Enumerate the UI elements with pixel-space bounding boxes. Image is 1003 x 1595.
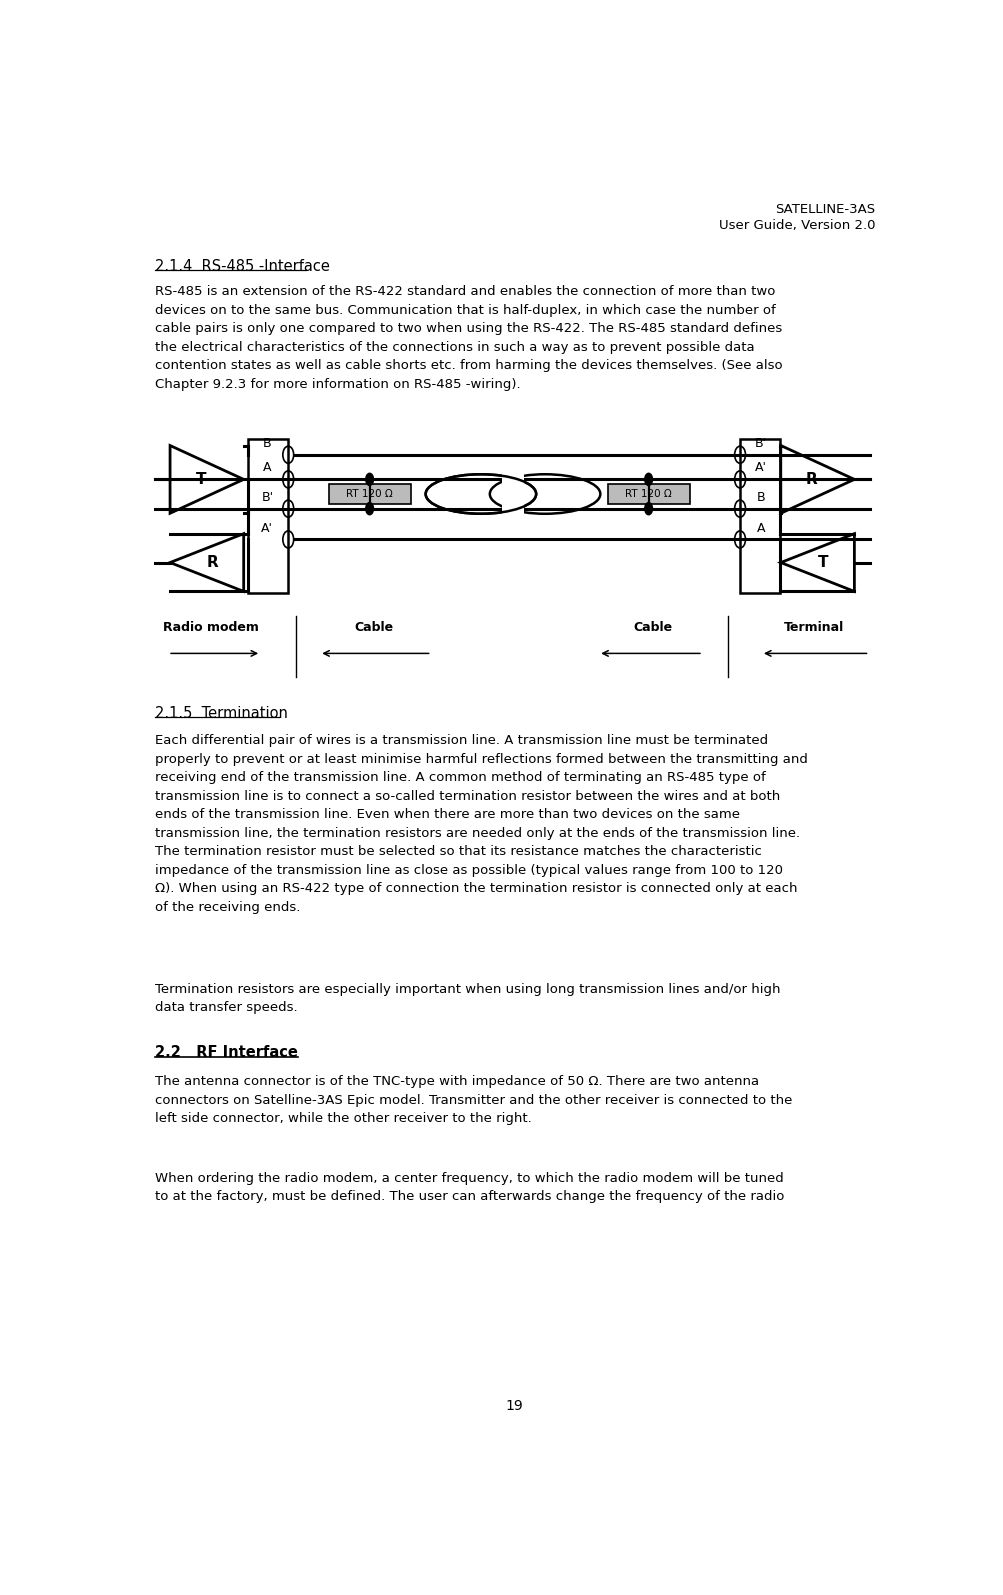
Text: B': B' (754, 437, 766, 450)
Circle shape (365, 502, 373, 515)
Text: Each differential pair of wires is a transmission line. A transmission line must: Each differential pair of wires is a tra… (154, 734, 807, 914)
Text: B: B (756, 491, 764, 504)
Bar (328, 485, 410, 504)
Text: A': A' (261, 522, 273, 534)
Bar (248, 439, 288, 593)
Bar (607, 485, 689, 504)
Bar (502, 474, 524, 515)
Text: T: T (817, 555, 827, 569)
Text: SATELLINE-3AS: SATELLINE-3AS (774, 203, 875, 215)
Text: R: R (805, 472, 816, 486)
Text: The antenna connector is of the TNC-type with impedance of 50 Ω. There are two a: The antenna connector is of the TNC-type… (154, 1075, 791, 1126)
Text: Cable: Cable (632, 620, 671, 635)
Text: User Guide, Version 2.0: User Guide, Version 2.0 (718, 219, 875, 233)
Text: RT 120 Ω: RT 120 Ω (625, 490, 671, 499)
Text: T: T (196, 472, 206, 486)
Text: R: R (207, 555, 219, 569)
Bar (739, 439, 779, 593)
Text: B: B (263, 437, 272, 450)
Text: 19: 19 (506, 1399, 523, 1413)
Text: 2.2   RF Interface: 2.2 RF Interface (154, 1045, 298, 1059)
Text: When ordering the radio modem, a center frequency, to which the radio modem will: When ordering the radio modem, a center … (154, 1172, 783, 1203)
Text: A: A (756, 522, 764, 534)
Text: RT 120 Ω: RT 120 Ω (346, 490, 392, 499)
Circle shape (644, 474, 652, 485)
Text: RS-485 is an extension of the RS-422 standard and enables the connection of more: RS-485 is an extension of the RS-422 sta… (154, 286, 781, 391)
Text: 2.1.5  Termination: 2.1.5 Termination (154, 705, 288, 721)
Text: Terminal: Terminal (782, 620, 843, 635)
Text: A': A' (754, 461, 766, 474)
Text: 2.1.4  RS-485 -Interface: 2.1.4 RS-485 -Interface (154, 258, 330, 274)
Circle shape (644, 502, 652, 515)
Circle shape (365, 474, 373, 485)
Text: Cable: Cable (354, 620, 392, 635)
Text: A: A (263, 461, 271, 474)
Text: B': B' (261, 491, 273, 504)
Text: Termination resistors are especially important when using long transmission line: Termination resistors are especially imp… (154, 983, 779, 1014)
Text: Radio modem: Radio modem (162, 620, 259, 635)
